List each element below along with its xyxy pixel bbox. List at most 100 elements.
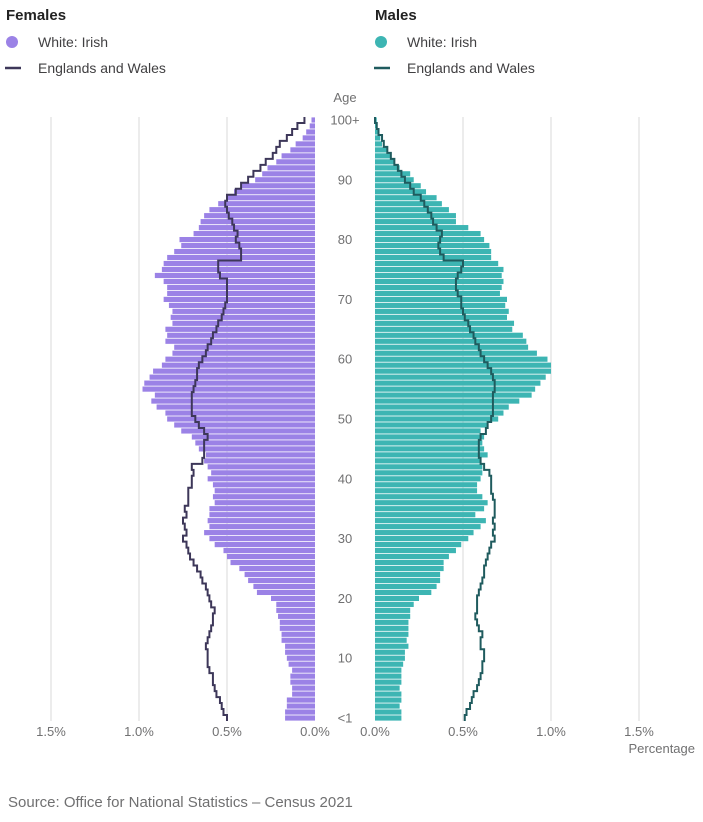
- bar-female-age-84[interactable]: [204, 213, 315, 219]
- bar-female-age-28[interactable]: [223, 547, 315, 554]
- bar-male-age-4[interactable]: [375, 691, 402, 697]
- bar-female-age-86[interactable]: [218, 201, 315, 207]
- bar-female-age-83[interactable]: [200, 219, 315, 225]
- bar-female-age-10[interactable]: [286, 655, 315, 661]
- bar-female-age-29[interactable]: [214, 541, 315, 548]
- bar-male-age-15[interactable]: [375, 625, 409, 631]
- bar-male-age-27[interactable]: [375, 553, 449, 560]
- bar-female-age-13[interactable]: [281, 637, 315, 643]
- bar-female-age-14[interactable]: [281, 631, 315, 637]
- bar-male-age-74[interactable]: [375, 272, 502, 279]
- bar-female-age-45[interactable]: [198, 446, 315, 452]
- bar-female-age-7[interactable]: [290, 673, 315, 679]
- bar-male-age-40[interactable]: [375, 476, 481, 482]
- bar-male-age-0[interactable]: [375, 715, 402, 721]
- bar-female-age-1[interactable]: [285, 709, 315, 715]
- bar-male-age-78[interactable]: [375, 248, 492, 255]
- bar-male-age-26[interactable]: [375, 559, 444, 566]
- bar-female-age-81[interactable]: [193, 231, 315, 237]
- bar-male-age-3[interactable]: [375, 697, 402, 703]
- bar-male-age-5[interactable]: [375, 685, 400, 691]
- bar-male-age-11[interactable]: [375, 649, 405, 655]
- bar-female-age-2[interactable]: [286, 703, 315, 709]
- bar-female-age-80[interactable]: [179, 237, 315, 243]
- bar-female-age-58[interactable]: [153, 368, 315, 374]
- bar-female-age-24[interactable]: [244, 571, 315, 578]
- bar-male-age-54[interactable]: [375, 392, 532, 398]
- bar-male-age-52[interactable]: [375, 404, 509, 410]
- bar-female-age-54[interactable]: [154, 392, 315, 398]
- bar-male-age-70[interactable]: [375, 296, 507, 302]
- bar-female-age-85[interactable]: [209, 207, 315, 213]
- bar-female-age-74[interactable]: [154, 272, 315, 279]
- bar-female-age-59[interactable]: [161, 362, 315, 368]
- bar-female-age-61[interactable]: [172, 350, 315, 356]
- bar-male-age-81[interactable]: [375, 231, 481, 237]
- males-legend[interactable]: White: Irish Englands and Wales: [374, 34, 535, 76]
- bar-male-age-92[interactable]: [375, 165, 400, 171]
- bar-male-age-51[interactable]: [375, 410, 504, 416]
- bar-male-age-67[interactable]: [375, 314, 507, 320]
- bar-male-age-44[interactable]: [375, 452, 488, 458]
- bar-female-age-95[interactable]: [290, 147, 315, 153]
- bar-female-age-62[interactable]: [174, 344, 315, 350]
- bar-male-age-71[interactable]: [375, 290, 500, 297]
- bar-male-age-86[interactable]: [375, 201, 442, 207]
- bar-male-age-34[interactable]: [375, 512, 476, 518]
- bar-female-age-21[interactable]: [256, 589, 315, 596]
- bar-male-age-58[interactable]: [375, 368, 551, 374]
- bar-female-age-57[interactable]: [149, 374, 315, 380]
- bar-male-age-31[interactable]: [375, 530, 474, 536]
- bar-female-age-93[interactable]: [276, 159, 315, 165]
- bar-female-age-48[interactable]: [181, 428, 315, 434]
- bar-female-age-41[interactable]: [211, 470, 315, 476]
- bar-female-age-94[interactable]: [281, 153, 315, 159]
- bar-male-age-76[interactable]: [375, 260, 499, 267]
- bar-female-age-0[interactable]: [285, 715, 315, 721]
- bar-male-age-89[interactable]: [375, 183, 421, 189]
- bar-male-age-79[interactable]: [375, 242, 490, 249]
- bar-male-age-2[interactable]: [375, 703, 400, 709]
- bar-male-age-16[interactable]: [375, 619, 409, 625]
- bar-female-age-22[interactable]: [253, 583, 315, 590]
- bar-male-age-91[interactable]: [375, 171, 411, 177]
- bar-male-age-35[interactable]: [375, 506, 485, 512]
- bar-female-age-18[interactable]: [276, 607, 315, 613]
- bar-female-age-35[interactable]: [209, 506, 315, 512]
- bar-male-age-68[interactable]: [375, 308, 509, 314]
- bar-female-age-65[interactable]: [165, 326, 315, 332]
- bar-female-age-8[interactable]: [292, 667, 315, 673]
- bar-male-age-64[interactable]: [375, 332, 523, 338]
- bar-female-age-53[interactable]: [151, 398, 315, 404]
- bar-female-age-98[interactable]: [306, 129, 315, 135]
- bar-female-age-19[interactable]: [276, 601, 315, 607]
- bar-female-age-42[interactable]: [207, 464, 315, 470]
- bar-male-age-82[interactable]: [375, 225, 469, 231]
- bar-male-age-90[interactable]: [375, 177, 414, 183]
- bar-male-age-53[interactable]: [375, 398, 520, 404]
- bar-female-age-100[interactable]: [311, 117, 315, 123]
- bar-male-age-59[interactable]: [375, 362, 551, 368]
- bar-male-age-18[interactable]: [375, 607, 411, 613]
- bar-female-age-39[interactable]: [212, 482, 315, 488]
- bar-female-age-73[interactable]: [163, 278, 315, 285]
- bar-female-age-47[interactable]: [191, 434, 315, 440]
- bar-male-age-85[interactable]: [375, 207, 449, 213]
- bar-male-age-39[interactable]: [375, 482, 478, 488]
- bar-male-age-49[interactable]: [375, 422, 488, 428]
- bar-male-age-7[interactable]: [375, 673, 402, 679]
- bar-female-age-33[interactable]: [207, 518, 315, 524]
- bar-female-age-78[interactable]: [174, 248, 315, 255]
- bar-male-age-93[interactable]: [375, 159, 395, 165]
- bar-female-age-30[interactable]: [209, 536, 315, 542]
- bar-female-age-46[interactable]: [195, 440, 315, 446]
- bar-male-age-83[interactable]: [375, 219, 456, 225]
- bar-male-age-60[interactable]: [375, 356, 548, 362]
- bar-male-age-30[interactable]: [375, 536, 469, 542]
- bar-male-age-43[interactable]: [375, 458, 481, 464]
- bar-female-age-32[interactable]: [209, 524, 315, 530]
- bar-female-age-26[interactable]: [230, 559, 315, 566]
- bar-male-age-23[interactable]: [375, 577, 441, 584]
- bar-female-age-87[interactable]: [227, 195, 315, 201]
- bar-female-age-50[interactable]: [167, 416, 315, 422]
